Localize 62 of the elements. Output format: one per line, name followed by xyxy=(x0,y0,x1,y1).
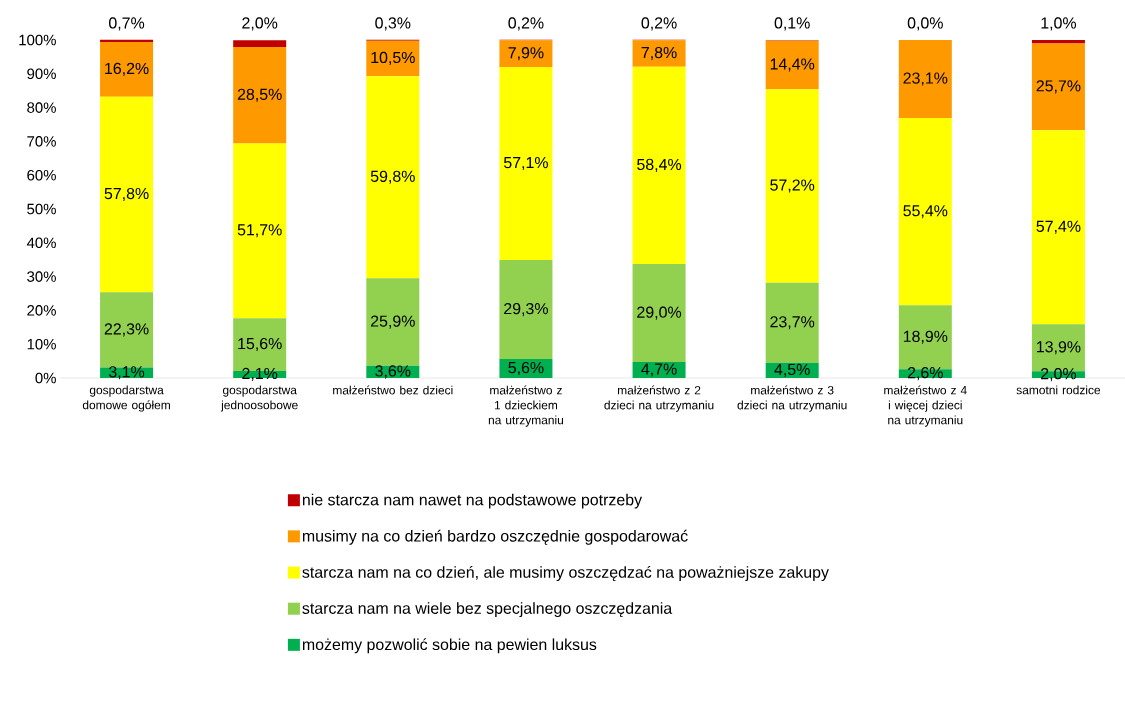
data-label: 15,6% xyxy=(238,337,282,352)
y-tick-label: 50% xyxy=(27,203,56,215)
y-tick-label: 40% xyxy=(26,237,56,249)
y-tick-label: 30% xyxy=(27,271,56,282)
data-label: 22,3% xyxy=(104,323,149,337)
legend-label: możemy pozwolić sobie na pewien luksus xyxy=(302,638,597,654)
y-tick-label: 100% xyxy=(19,34,56,46)
x-tick-label: gospodarstwa domowe ogółem xyxy=(82,385,170,412)
data-label: 25,7% xyxy=(1036,80,1081,94)
legend-label: starcza nam na wiele bez specjalnego oszczędzania xyxy=(302,602,673,618)
legend-label: nie starcza nam nawet na podstawowe potrzeby xyxy=(302,493,643,509)
y-tick-label: 20% xyxy=(27,305,56,316)
data-label: 2,6% xyxy=(907,367,943,381)
data-label: 57,8% xyxy=(104,187,149,202)
legend-label: starcza nam na co dzień, ale musimy oszczędzać na poważniejsze zakupy xyxy=(302,565,829,582)
y-tick-label: 90% xyxy=(27,68,56,80)
data-label: 59,8% xyxy=(370,170,415,184)
data-label: 51,7% xyxy=(237,224,282,238)
data-label: 0,3% xyxy=(375,17,411,31)
data-label: 0,2% xyxy=(508,17,544,31)
y-tick-label: 70% xyxy=(27,136,56,147)
data-label: 13,9% xyxy=(1037,341,1081,355)
data-label: 10,5% xyxy=(371,51,415,65)
data-label: 3,6% xyxy=(375,365,411,379)
data-label: 0,7% xyxy=(109,17,145,31)
x-tick-label: samotni rodzice xyxy=(1016,385,1101,395)
data-label: 0,0% xyxy=(907,17,943,31)
data-label: 7,8% xyxy=(641,46,677,61)
data-label: 14,4% xyxy=(770,58,815,72)
data-label: 57,2% xyxy=(770,179,815,193)
data-label: 5,6% xyxy=(508,361,544,376)
data-label: 55,4% xyxy=(903,205,948,219)
y-tick-label: 10% xyxy=(27,338,56,350)
x-tick-label: gospodarstwa jednoosobowe xyxy=(220,385,298,412)
data-label: 0,1% xyxy=(774,17,810,31)
data-label: 29,3% xyxy=(504,302,548,317)
data-label: 4,5% xyxy=(774,363,810,377)
x-tick-label: małżeństwo z 1 dzieckiem na utrzymaniu xyxy=(488,385,564,427)
data-label: 0,2% xyxy=(641,17,677,31)
x-tick-label: małżeństwo bez dzieci xyxy=(333,385,453,395)
legend-label: musimy na co dzień bardzo oszczędnie gospodarować xyxy=(302,529,688,545)
data-label: 2,0% xyxy=(242,17,278,31)
data-label: 57,4% xyxy=(1036,220,1081,234)
data-label: 7,9% xyxy=(508,47,544,61)
data-label: 4,7% xyxy=(641,363,677,377)
data-label: 29,0% xyxy=(637,306,682,320)
data-label: 23,1% xyxy=(903,72,948,86)
data-label: 25,9% xyxy=(371,315,415,329)
data-label: 28,5% xyxy=(237,88,282,102)
x-tick-label: małżeństwo z 2 dzieci na utrzymaniu xyxy=(604,385,714,412)
data-label: 1,0% xyxy=(1041,17,1077,31)
y-tick-label: 60% xyxy=(27,169,56,181)
y-tick-label: 0% xyxy=(35,372,56,384)
data-label: 16,2% xyxy=(105,62,149,76)
data-label: 3,1% xyxy=(109,366,145,380)
x-tick-label: małżeństwo z 4 i więcej dzieci na utrzymaniu xyxy=(884,385,967,427)
data-label: 58,4% xyxy=(637,158,682,172)
y-tick-label: 80% xyxy=(27,102,56,113)
data-label: 57,1% xyxy=(503,156,548,171)
x-tick-label: małżeństwo z 3 dzieci na utrzymaniu xyxy=(737,385,847,412)
data-label: 23,7% xyxy=(770,316,815,330)
data-label: 18,9% xyxy=(903,330,948,344)
